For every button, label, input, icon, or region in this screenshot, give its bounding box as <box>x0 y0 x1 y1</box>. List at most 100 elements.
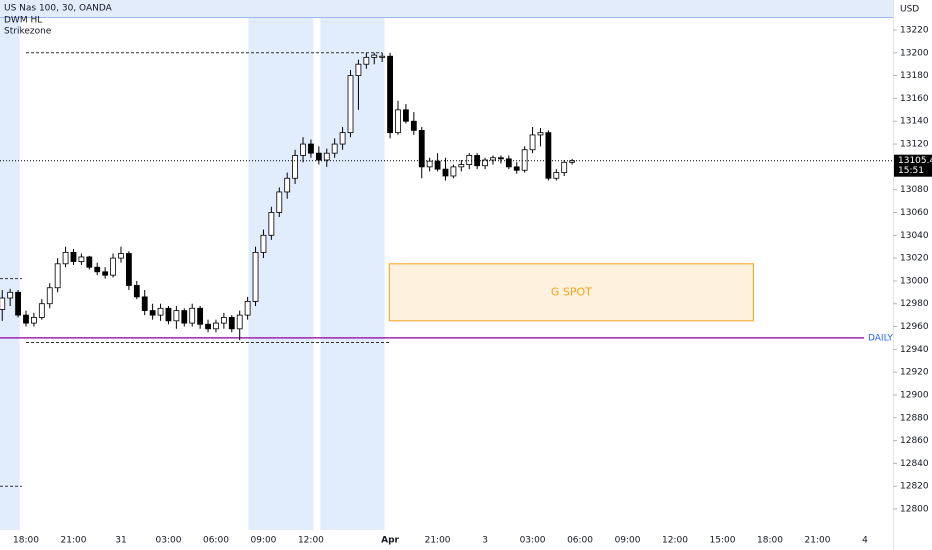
candle-body <box>125 253 132 286</box>
y-tick-label: 12960 <box>900 322 929 332</box>
candle-body <box>213 322 219 330</box>
candle-body <box>466 155 473 165</box>
candle-body <box>38 303 45 318</box>
x-tick-label: 12:00 <box>298 536 324 546</box>
x-tick-label: 03:00 <box>520 536 546 546</box>
x-tick-label: 21:00 <box>61 536 87 546</box>
candle-body <box>284 177 291 193</box>
x-tick-label: Apr <box>381 536 399 546</box>
y-tick-label: 12840 <box>900 459 929 469</box>
y-tick-label: 12880 <box>900 413 929 423</box>
y-tick-label: 13020 <box>900 254 929 264</box>
candle-body <box>70 251 77 262</box>
candle-body <box>86 256 93 268</box>
candle-body <box>545 132 552 179</box>
y-tick-label: 12900 <box>900 390 929 400</box>
candle-body <box>339 132 346 145</box>
indicator-label: Strikezone <box>4 27 52 37</box>
candle-body <box>102 271 109 276</box>
x-tick-label: 21:00 <box>425 536 451 546</box>
candle-body <box>410 120 417 131</box>
candle-body <box>403 109 409 122</box>
session-shade <box>0 18 20 530</box>
candle-body <box>529 134 536 151</box>
candle-body <box>181 310 188 324</box>
candle-body <box>149 310 156 316</box>
candle-body <box>252 251 259 302</box>
candle-body <box>490 157 496 161</box>
candle-body <box>569 160 576 163</box>
x-tick-label: 31 <box>115 536 126 546</box>
y-tick-label: 13000 <box>900 276 929 286</box>
y-tick-label: 12940 <box>900 345 929 355</box>
candle-body <box>331 143 338 154</box>
candle-body <box>355 63 362 77</box>
candle-body <box>54 263 61 289</box>
candle-body <box>78 256 85 262</box>
candle-body <box>141 296 148 311</box>
candle-body <box>197 307 204 325</box>
y-tick-label: 13140 <box>900 117 929 127</box>
candle-body <box>94 266 101 273</box>
zone-box <box>388 263 754 322</box>
chart-title: US Nas 100, 30, OANDA <box>4 4 113 14</box>
candle-body <box>426 160 433 168</box>
candle-body <box>62 251 69 265</box>
candle-body <box>371 54 378 58</box>
last-price-label: 13105.4 <box>898 156 932 166</box>
candle-body <box>537 132 544 136</box>
candle-body <box>23 314 29 324</box>
candle-body <box>521 149 528 171</box>
candle-body <box>0 297 6 310</box>
candle-body <box>363 56 370 65</box>
candle-body <box>395 109 401 134</box>
candle-body <box>387 55 393 134</box>
zone-label: G SPOT <box>551 285 592 298</box>
candle-body <box>165 307 172 322</box>
y-tick-label: 12980 <box>900 299 929 309</box>
x-tick-label: 09:00 <box>615 536 641 546</box>
x-tick-label: 18:00 <box>13 536 39 546</box>
y-tick-label: 13080 <box>900 185 929 195</box>
candle-body <box>228 317 235 330</box>
candle-body <box>110 257 116 276</box>
candle-body <box>442 168 449 177</box>
candle-body <box>157 307 164 316</box>
candle-body <box>450 166 457 177</box>
header-band <box>0 0 893 17</box>
y-tick-label: 13120 <box>900 140 929 150</box>
candle-body <box>7 291 14 299</box>
candle-body <box>561 161 568 173</box>
candle-body <box>308 143 314 154</box>
candle-body <box>236 314 243 330</box>
x-tick-label: 12:00 <box>662 536 688 546</box>
level-label: DAILY <box>868 333 893 343</box>
x-tick-label: 03:00 <box>155 536 181 546</box>
candle-body <box>118 253 124 259</box>
candle-body <box>15 291 21 316</box>
y-tick-label: 12920 <box>900 368 929 378</box>
y-tick-label: 13040 <box>900 231 929 241</box>
currency-label: USD <box>900 5 919 15</box>
indicator-label: DWM HL <box>4 16 42 26</box>
candle-body <box>31 317 37 324</box>
candle-body <box>418 129 425 168</box>
candle-body <box>173 310 180 322</box>
candle-body <box>133 285 140 298</box>
candle-body <box>323 152 330 161</box>
x-tick-label: 3 <box>482 536 488 546</box>
y-tick-label: 13180 <box>900 71 929 81</box>
x-tick-label: 15:00 <box>710 536 736 546</box>
candle-body <box>205 323 211 330</box>
candle-body <box>292 155 299 179</box>
x-tick-label: 4 <box>862 536 868 546</box>
candle-body <box>513 166 520 171</box>
candle-body <box>347 75 354 134</box>
candle-body <box>46 287 53 305</box>
candle-body <box>505 158 512 168</box>
candle-body <box>315 152 322 161</box>
y-tick-label: 13200 <box>900 48 929 58</box>
x-tick-label: 06:00 <box>567 536 593 546</box>
session-shade <box>248 18 314 530</box>
